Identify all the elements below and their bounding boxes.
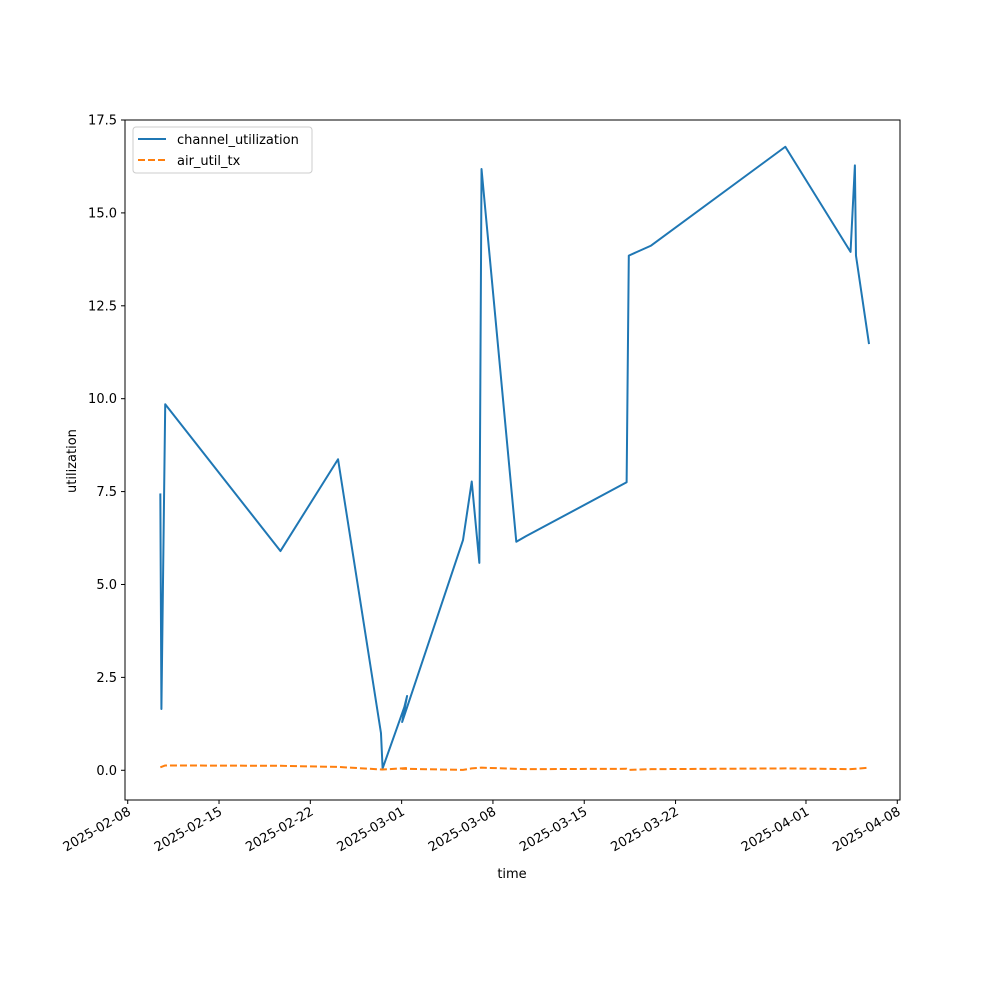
y-tick-label: 2.5 bbox=[96, 671, 117, 686]
series-line-air-util-tx bbox=[159, 764, 870, 771]
plot-area-frame bbox=[124, 119, 901, 801]
y-tick-label: 0.0 bbox=[96, 764, 117, 779]
y-axis: 0.0 2.5 5.0 7.5 10.0 12.5 15.0 17.5 bbox=[88, 114, 125, 779]
legend-label-channel-utilization: channel_utilization bbox=[177, 133, 299, 148]
series-layer bbox=[159, 145, 871, 771]
y-tick-label: 17.5 bbox=[88, 114, 117, 129]
legend-box bbox=[132, 126, 313, 174]
legend: channel_utilization air_util_tx bbox=[132, 126, 313, 174]
y-axis-label: utilization bbox=[65, 429, 80, 493]
legend-label-air-util-tx: air_util_tx bbox=[177, 154, 241, 169]
y-tick-label: 10.0 bbox=[88, 392, 117, 407]
x-axis-label: time bbox=[497, 867, 526, 882]
y-tick-label: 7.5 bbox=[96, 485, 117, 500]
y-tick-label: 5.0 bbox=[96, 578, 117, 593]
y-tick-label: 12.5 bbox=[88, 299, 117, 314]
y-tick-label: 15.0 bbox=[88, 206, 117, 221]
series-line-channel-utilization bbox=[159, 145, 871, 770]
